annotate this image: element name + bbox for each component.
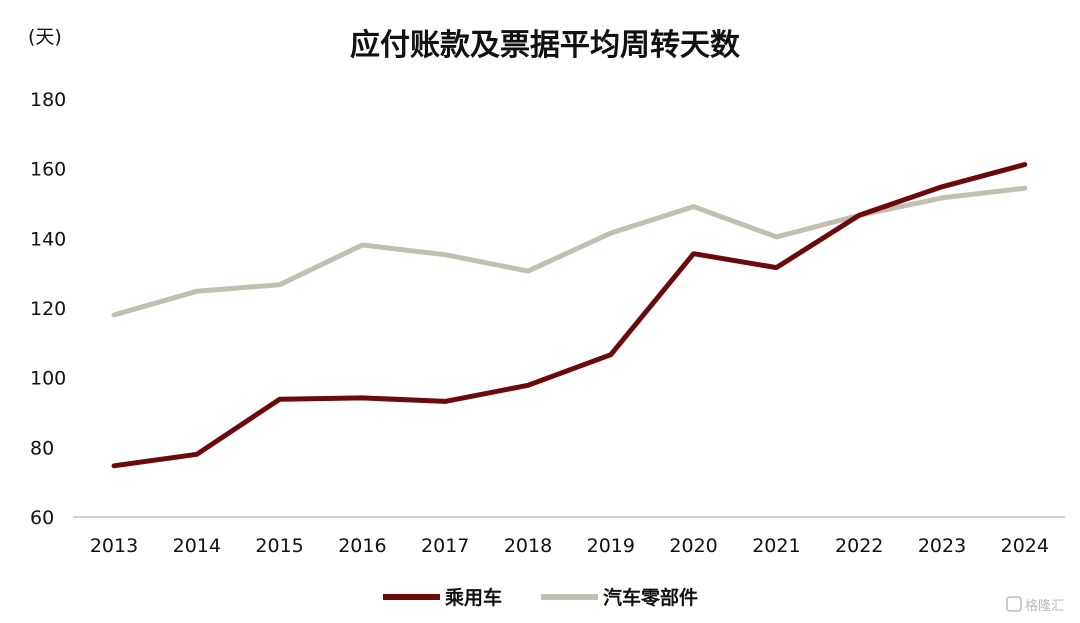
legend: 乘用车 汽车零部件: [383, 586, 698, 609]
series-lines: [111, 162, 1028, 469]
y-tick-label: 160: [30, 159, 66, 181]
x-axis-ticks: 2013 2014 2015 2016 2017 2018 2019 2020 2021 2022…: [90, 535, 1049, 557]
x-tick-label: 2019: [587, 535, 635, 557]
series-line-passenger-cars: [111, 162, 1028, 469]
x-tick-label: 2024: [1001, 535, 1049, 557]
watermark: 格隆汇: [1006, 596, 1064, 614]
x-tick-label: 2013: [90, 535, 138, 557]
legend-label: 汽车零部件: [603, 586, 698, 609]
y-tick-label: 180: [30, 89, 66, 111]
x-tick-label: 2020: [669, 535, 717, 557]
x-tick-label: 2022: [835, 535, 883, 557]
x-tick-label: 2015: [255, 535, 303, 557]
y-axis-unit: (天): [28, 26, 62, 48]
watermark-text: 格隆汇: [1025, 598, 1064, 614]
y-tick-label: 60: [30, 507, 54, 529]
y-axis-ticks: 60 80 100 120 140 160 180: [30, 89, 66, 529]
x-tick-label: 2023: [918, 535, 966, 557]
x-tick-label: 2016: [338, 535, 386, 557]
y-tick-label: 140: [30, 228, 66, 250]
x-tick-label: 2018: [504, 535, 552, 557]
x-tick-label: 2017: [421, 535, 469, 557]
y-tick-label: 120: [30, 298, 66, 320]
x-tick-label: 2021: [752, 535, 800, 557]
x-tick-label: 2014: [173, 535, 221, 557]
y-tick-label: 80: [30, 437, 54, 459]
legend-item-auto-parts: 汽车零部件: [541, 586, 698, 609]
legend-item-passenger-cars: 乘用车: [383, 586, 502, 609]
chart-title: 应付账款及票据平均周转天数: [350, 28, 741, 63]
y-tick-label: 100: [30, 368, 66, 390]
watermark-logo-icon: [1006, 596, 1022, 612]
legend-label: 乘用车: [444, 586, 502, 609]
